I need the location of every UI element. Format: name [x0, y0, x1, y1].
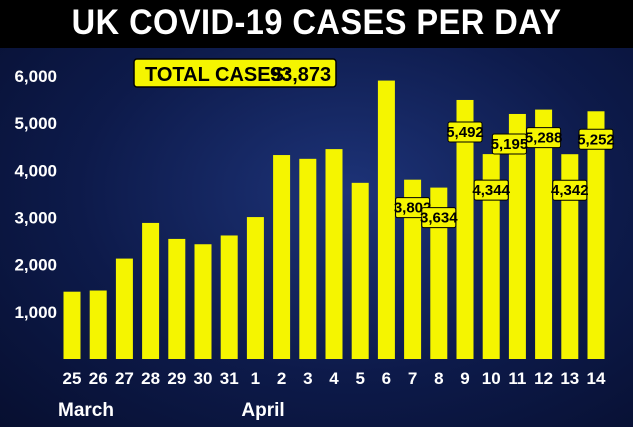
y-tick-label: 5,000: [14, 114, 57, 133]
x-tick-label: 13: [560, 369, 579, 388]
x-tick-label: 1: [251, 369, 260, 388]
data-label-box: [447, 121, 483, 143]
bar: [273, 155, 291, 359]
chart-title: UK COVID-19 CASES PER DAY: [71, 3, 562, 42]
x-tick-label: 30: [194, 369, 213, 388]
total-cases-label: TOTAL CASES:: [145, 64, 291, 86]
bar: [404, 179, 422, 359]
x-tick-label: 10: [482, 369, 501, 388]
x-tick-label: 4: [329, 369, 339, 388]
y-tick-label: 1,000: [14, 303, 57, 322]
data-label: 5,195: [491, 136, 529, 153]
x-tick-label: 2: [277, 369, 286, 388]
x-tick-label: 11: [508, 369, 526, 388]
bar: [351, 182, 369, 359]
y-tick-label: 4,000: [14, 161, 57, 180]
total-cases-box: [133, 58, 337, 88]
data-label-box: [421, 207, 457, 229]
bar: [115, 258, 133, 359]
month-label: April: [241, 400, 284, 421]
bar: [587, 111, 605, 359]
total-cases-value: 93,873: [270, 64, 331, 86]
bar: [535, 109, 553, 359]
bar: [220, 235, 238, 359]
bar: [456, 99, 474, 359]
data-label: 3,634: [420, 210, 458, 227]
data-label-box: [526, 127, 562, 149]
bar: [63, 291, 81, 359]
x-tick-label: 8: [434, 369, 443, 388]
title-bar: [0, 0, 633, 48]
data-label-box: [473, 179, 509, 201]
y-tick-label: 2,000: [14, 256, 57, 275]
y-tick-label: 3,000: [14, 209, 57, 228]
x-tick-label: 28: [141, 369, 160, 388]
bar: [194, 244, 212, 359]
x-tick-label: 27: [115, 369, 134, 388]
bar: [142, 222, 160, 359]
data-label: 4,342: [551, 182, 589, 199]
x-tick-label: 5: [355, 369, 364, 388]
x-tick-label: 31: [220, 369, 239, 388]
x-tick-label: 12: [534, 369, 553, 388]
bar: [168, 238, 186, 359]
data-label-box: [578, 128, 614, 150]
x-tick-label: 3: [303, 369, 312, 388]
x-tick-label: 14: [587, 369, 606, 388]
data-label-box: [552, 179, 588, 201]
data-label: 5,288: [525, 130, 563, 147]
bar: [430, 187, 448, 359]
y-tick-label: 6,000: [14, 67, 57, 86]
x-tick-label: 9: [460, 369, 469, 388]
x-tick-label: 6: [382, 369, 391, 388]
bar: [299, 158, 317, 359]
bar: [508, 113, 526, 359]
bar: [561, 154, 579, 359]
data-label: 5,492: [446, 124, 484, 141]
x-tick-label: 25: [63, 369, 82, 388]
x-tick-label: 29: [167, 369, 186, 388]
bar: [89, 290, 107, 359]
bar: [325, 149, 343, 359]
bar: [377, 80, 395, 359]
data-label: 5,252: [577, 131, 615, 148]
x-tick-label: 26: [89, 369, 108, 388]
x-tick-label: 7: [408, 369, 417, 388]
bar: [482, 154, 500, 359]
total-cases-badge: TOTAL CASES: 93,873: [133, 58, 337, 88]
month-label: March: [58, 400, 114, 421]
data-label: 4,344: [472, 182, 510, 199]
bar: [246, 217, 264, 359]
